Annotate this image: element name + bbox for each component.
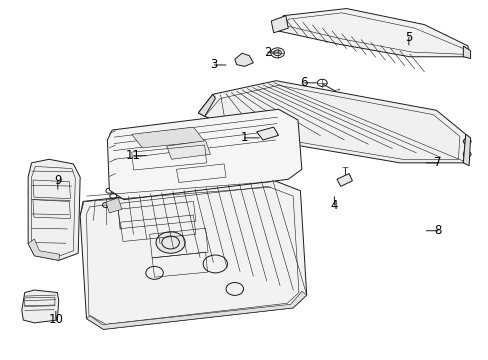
Polygon shape bbox=[336, 174, 352, 186]
Polygon shape bbox=[80, 180, 306, 329]
Text: 10: 10 bbox=[48, 313, 63, 326]
Polygon shape bbox=[234, 53, 253, 66]
Text: 3: 3 bbox=[210, 58, 218, 72]
Polygon shape bbox=[273, 9, 467, 57]
Polygon shape bbox=[22, 290, 59, 323]
Text: 11: 11 bbox=[126, 149, 141, 162]
Text: 1: 1 bbox=[240, 131, 248, 144]
Circle shape bbox=[156, 232, 185, 253]
Text: 9: 9 bbox=[54, 174, 61, 187]
Polygon shape bbox=[256, 127, 278, 140]
Text: 7: 7 bbox=[433, 156, 441, 169]
Polygon shape bbox=[462, 134, 469, 166]
Text: 2: 2 bbox=[264, 46, 271, 59]
Polygon shape bbox=[86, 292, 306, 329]
Polygon shape bbox=[107, 109, 301, 200]
Polygon shape bbox=[106, 198, 122, 213]
Polygon shape bbox=[198, 81, 465, 163]
Polygon shape bbox=[271, 16, 287, 33]
Polygon shape bbox=[462, 46, 469, 59]
Polygon shape bbox=[198, 94, 215, 116]
Polygon shape bbox=[131, 127, 204, 148]
Polygon shape bbox=[28, 239, 60, 260]
Polygon shape bbox=[28, 159, 80, 260]
Text: 4: 4 bbox=[330, 198, 338, 212]
Text: 5: 5 bbox=[405, 31, 412, 44]
Text: 8: 8 bbox=[433, 224, 441, 237]
Polygon shape bbox=[166, 141, 210, 159]
Text: 6: 6 bbox=[300, 76, 307, 89]
